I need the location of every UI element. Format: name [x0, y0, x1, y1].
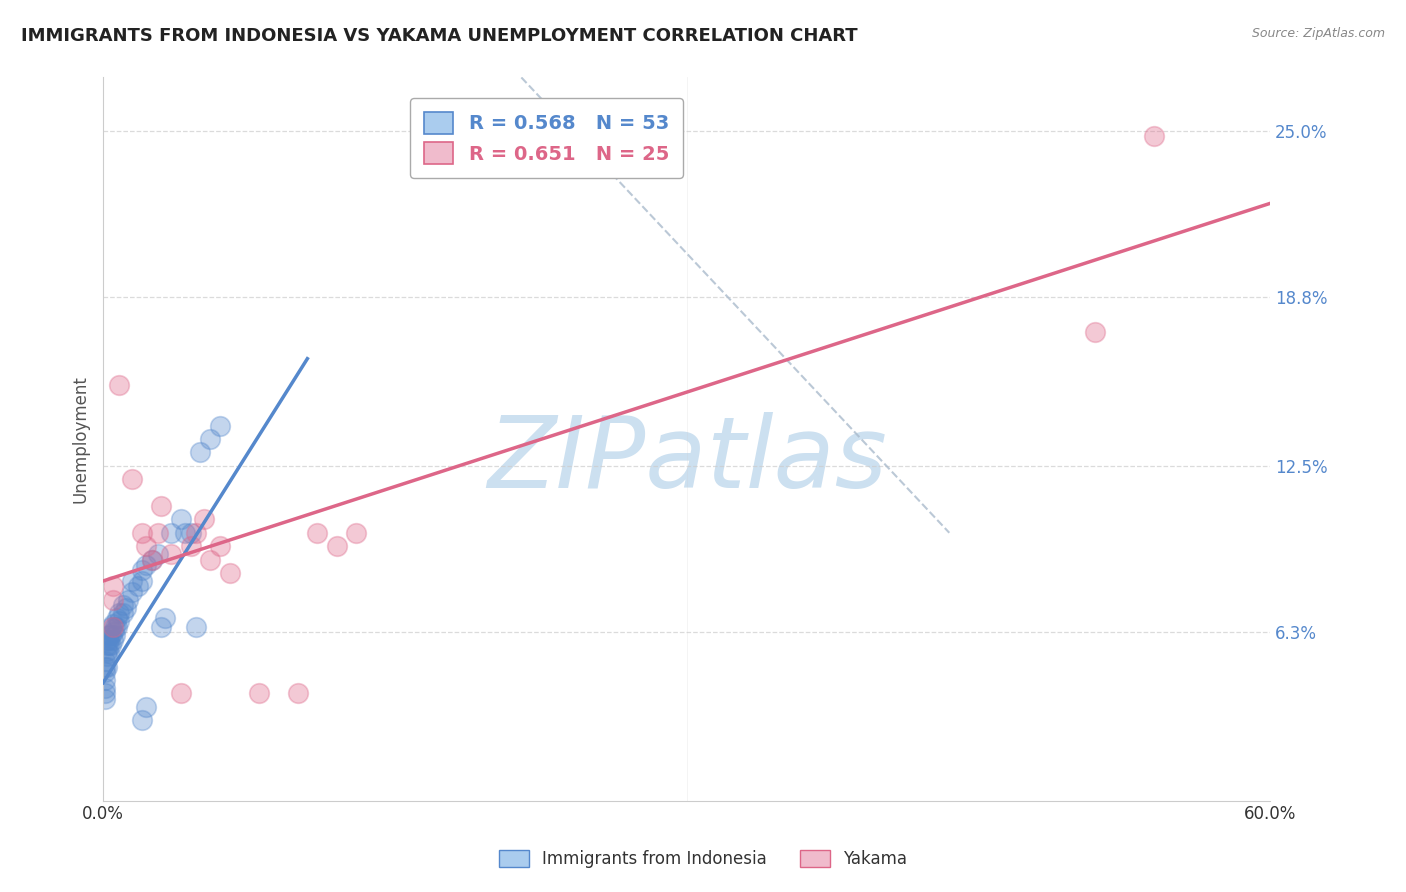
Point — [173, 525, 195, 540]
Point — [193, 512, 215, 526]
Point — [101, 579, 124, 593]
Point — [107, 606, 129, 620]
Point — [104, 619, 127, 633]
Point — [104, 627, 127, 641]
Point — [94, 681, 117, 695]
Point — [100, 627, 122, 641]
Point — [146, 547, 169, 561]
Point — [160, 525, 183, 540]
Point — [198, 432, 221, 446]
Point — [111, 598, 134, 612]
Point — [107, 614, 129, 628]
Point — [325, 539, 347, 553]
Point — [97, 632, 120, 647]
Point — [107, 378, 129, 392]
Point — [115, 600, 138, 615]
Point — [131, 525, 153, 540]
Point — [135, 699, 157, 714]
Point — [1084, 325, 1107, 339]
Point — [96, 638, 118, 652]
Point — [208, 418, 231, 433]
Point — [170, 512, 193, 526]
Point — [101, 632, 124, 647]
Point — [94, 659, 117, 673]
Point — [186, 619, 208, 633]
Point — [97, 646, 120, 660]
Point — [111, 606, 134, 620]
Text: ZIPatlas: ZIPatlas — [486, 412, 887, 509]
Legend: R = 0.568   N = 53, R = 0.651   N = 25: R = 0.568 N = 53, R = 0.651 N = 25 — [411, 98, 683, 178]
Point — [135, 539, 157, 553]
Point — [190, 445, 212, 459]
Point — [94, 673, 117, 687]
Point — [218, 566, 240, 580]
Point — [96, 648, 118, 663]
Point — [121, 584, 143, 599]
Point — [180, 539, 202, 553]
Point — [94, 665, 117, 679]
Point — [100, 638, 122, 652]
Point — [155, 611, 177, 625]
Point — [101, 624, 124, 639]
Point — [101, 619, 124, 633]
Y-axis label: Unemployment: Unemployment — [72, 376, 89, 503]
Point — [117, 592, 139, 607]
Point — [198, 552, 221, 566]
Text: Source: ZipAtlas.com: Source: ZipAtlas.com — [1251, 27, 1385, 40]
Point — [127, 579, 149, 593]
Point — [344, 525, 367, 540]
Point — [101, 592, 124, 607]
Point — [97, 638, 120, 652]
Legend: Immigrants from Indonesia, Yakama: Immigrants from Indonesia, Yakama — [492, 843, 914, 875]
Point — [135, 558, 157, 572]
Text: IMMIGRANTS FROM INDONESIA VS YAKAMA UNEMPLOYMENT CORRELATION CHART: IMMIGRANTS FROM INDONESIA VS YAKAMA UNEM… — [21, 27, 858, 45]
Point — [141, 552, 163, 566]
Point — [141, 552, 163, 566]
Point — [287, 686, 309, 700]
Point — [121, 472, 143, 486]
Point — [96, 632, 118, 647]
Point — [96, 643, 118, 657]
Point — [186, 525, 208, 540]
Point — [131, 713, 153, 727]
Point — [131, 563, 153, 577]
Point — [105, 611, 128, 625]
Point — [150, 619, 173, 633]
Point — [105, 619, 128, 633]
Point — [94, 654, 117, 668]
Point — [94, 686, 117, 700]
Point — [96, 659, 118, 673]
Point — [170, 686, 193, 700]
Point — [1142, 129, 1164, 144]
Point — [131, 574, 153, 588]
Point — [94, 691, 117, 706]
Point — [307, 525, 329, 540]
Point — [121, 574, 143, 588]
Point — [160, 547, 183, 561]
Point — [247, 686, 270, 700]
Point — [100, 619, 122, 633]
Point — [97, 627, 120, 641]
Point — [208, 539, 231, 553]
Point — [150, 499, 173, 513]
Point — [146, 525, 169, 540]
Point — [101, 616, 124, 631]
Point — [180, 525, 202, 540]
